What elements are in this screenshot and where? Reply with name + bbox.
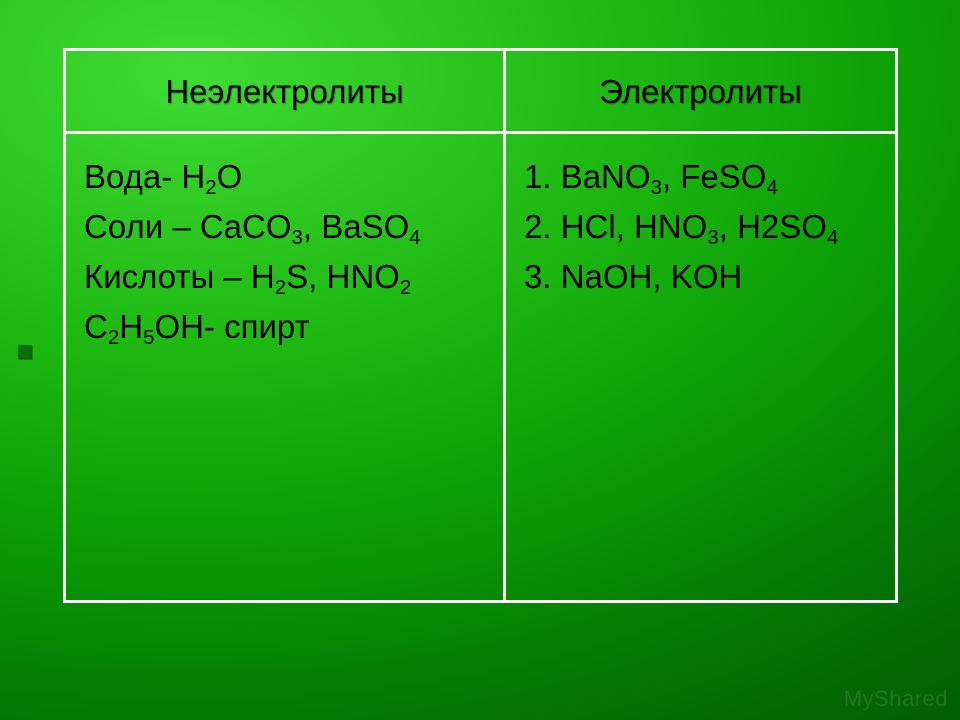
comparison-table: Неэлектролиты Электролиты Вода- H2OСоли … xyxy=(63,48,898,603)
comparison-table-wrapper: Неэлектролиты Электролиты Вода- H2OСоли … xyxy=(63,48,895,603)
formula-line: 1. BaNO3, FeSO4 xyxy=(524,152,881,202)
table-row: Вода- H2OСоли – CaCO3, BaSO4Кислоты – H2… xyxy=(65,133,897,602)
slide: Неэлектролиты Электролиты Вода- H2OСоли … xyxy=(0,0,960,720)
formula-line: 3. NaOH, KOH xyxy=(524,252,881,302)
formula-line: Кислоты – H2S, HNO2 xyxy=(84,252,489,302)
formula-line: Соли – CaCO3, BaSO4 xyxy=(84,202,489,252)
cell-nonelectrolytes: Вода- H2OСоли – CaCO3, BaSO4Кислоты – H2… xyxy=(65,133,505,602)
formula-line: 2. HCl, HNO3, H2SO4 xyxy=(524,202,881,252)
column-header-nonelectrolytes: Неэлектролиты xyxy=(65,50,505,133)
column-header-electrolytes: Электролиты xyxy=(505,50,897,133)
formula-line: Вода- H2O xyxy=(84,152,489,202)
table-header-row: Неэлектролиты Электролиты xyxy=(65,50,897,133)
formula-line: C2H5OH- спирт xyxy=(84,302,489,352)
watermark-text: MyShared xyxy=(844,686,948,712)
bullet-decoration xyxy=(18,345,32,359)
cell-electrolytes: 1. BaNO3, FeSO42. HCl, HNO3, H2SO43. NaO… xyxy=(505,133,897,602)
